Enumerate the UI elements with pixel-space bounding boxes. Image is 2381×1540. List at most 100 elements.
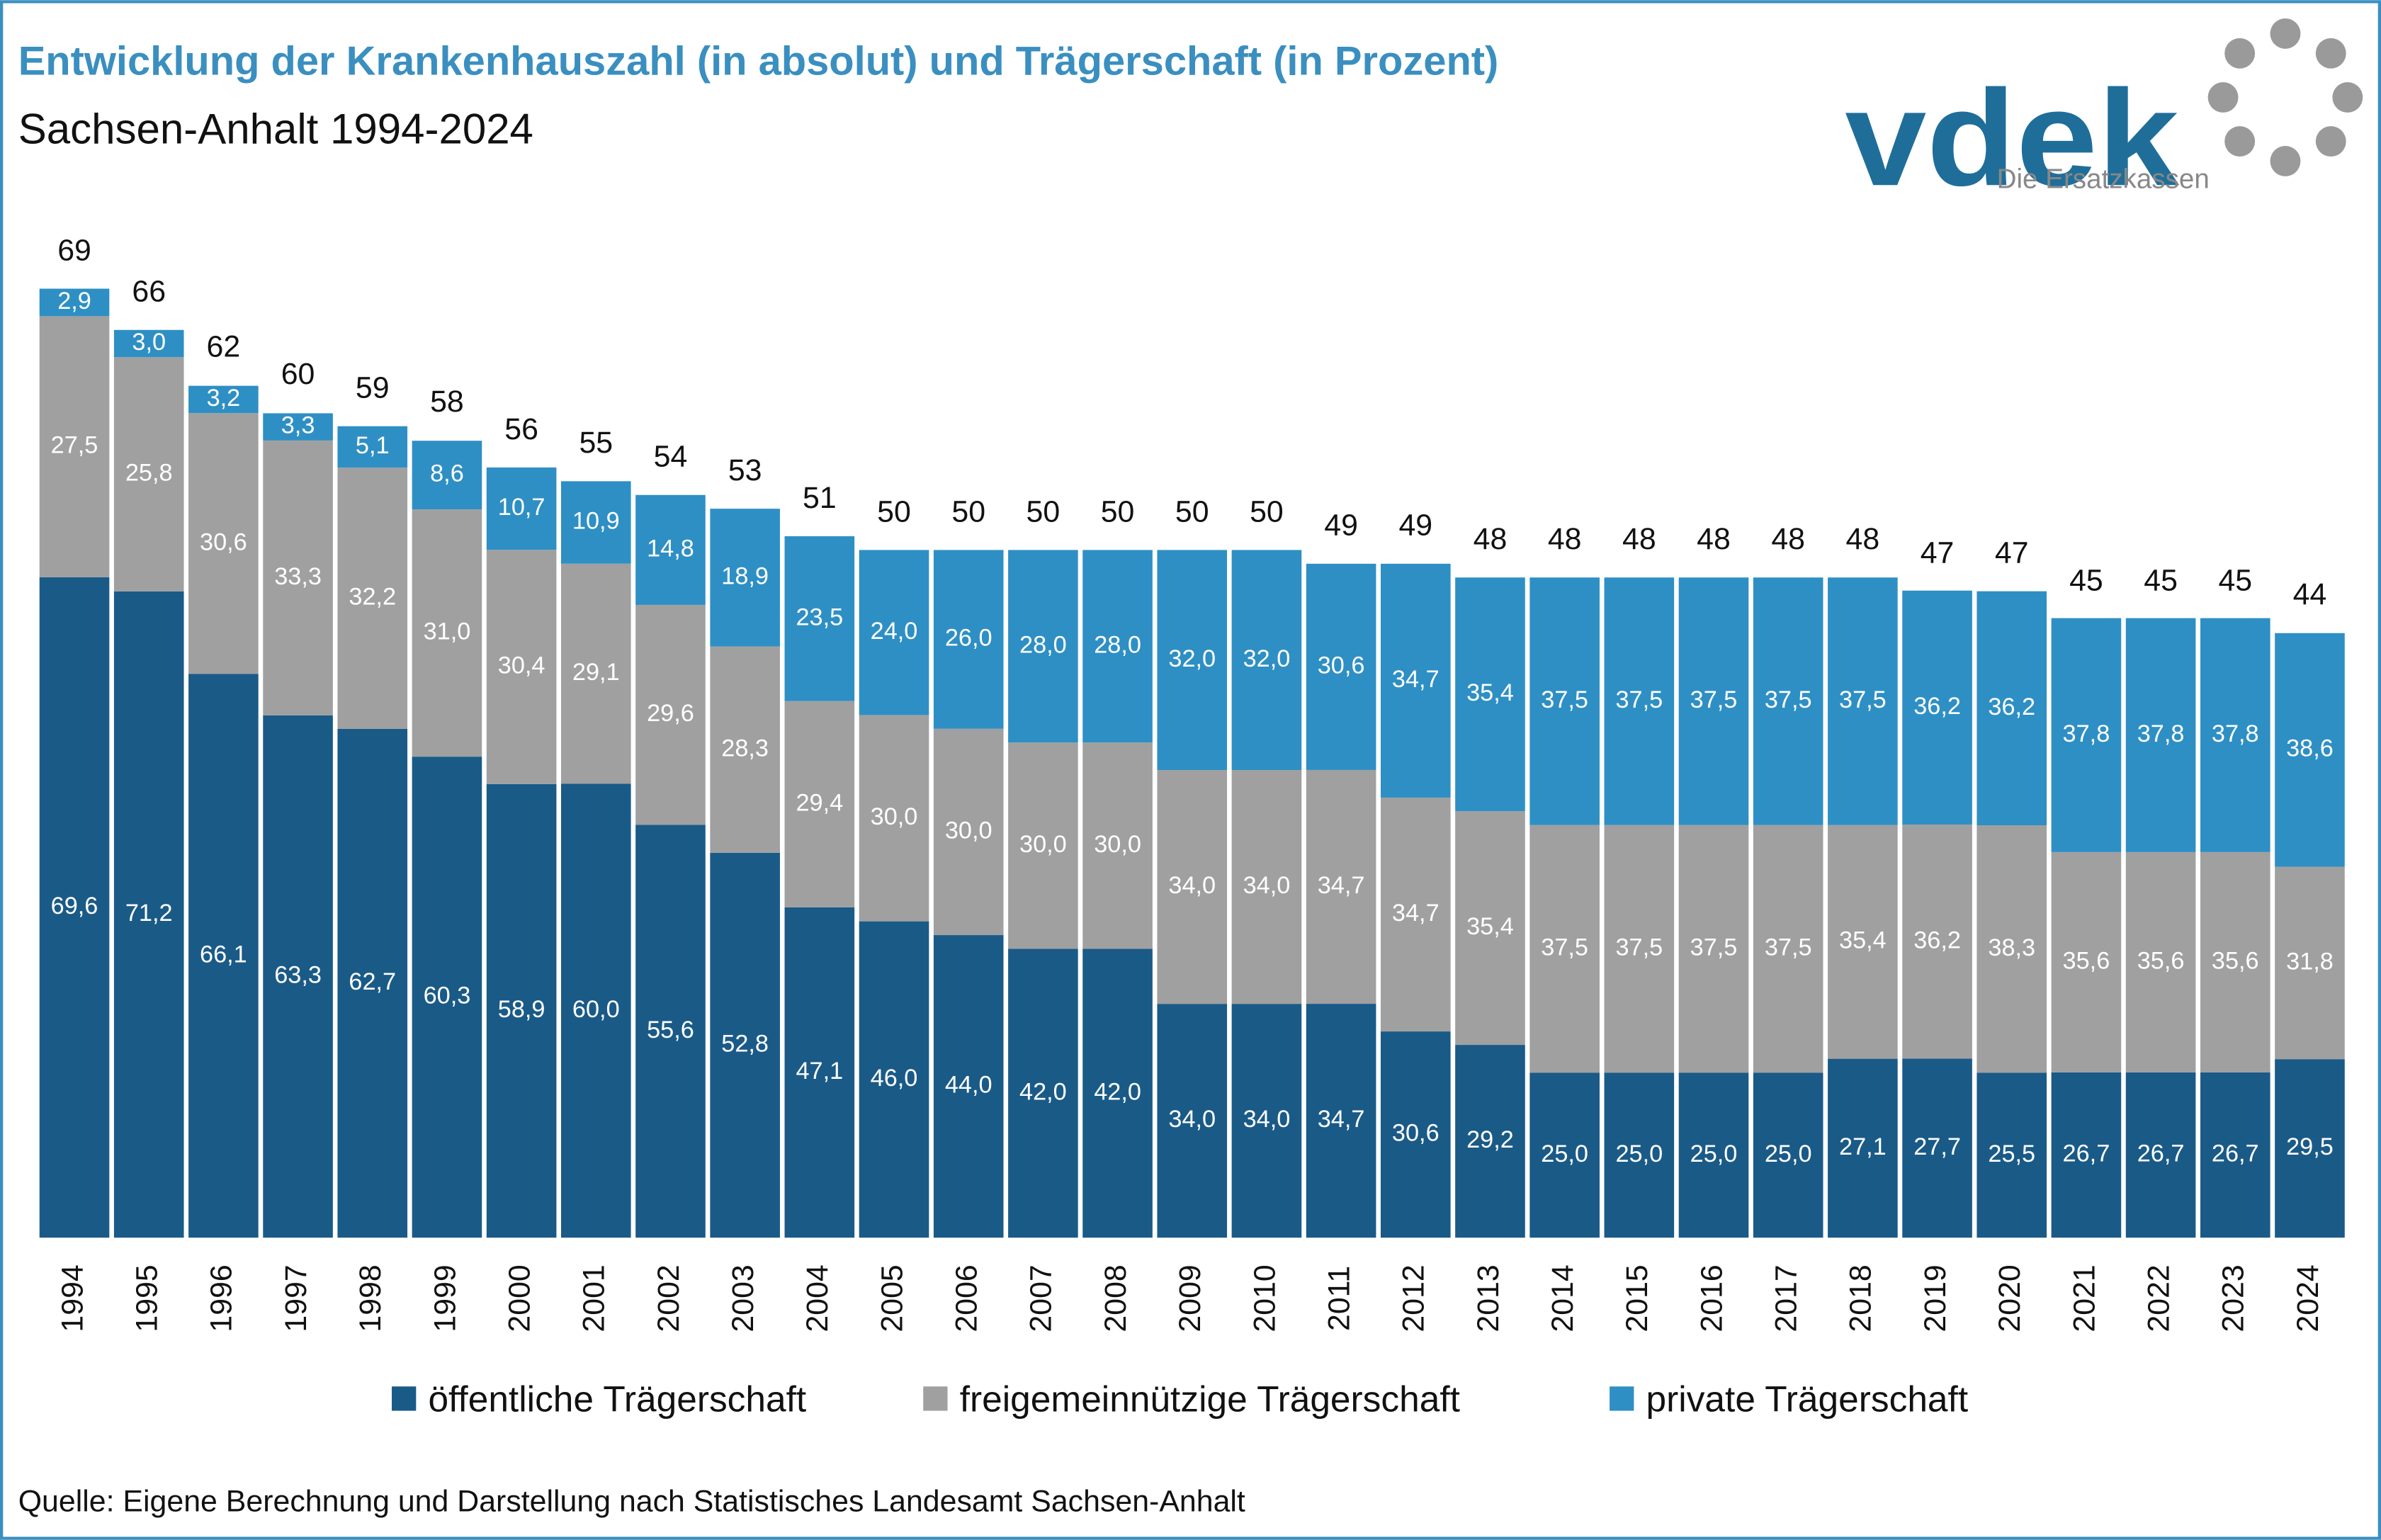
data-label: 2,9 [57, 288, 91, 315]
data-label: 37,5 [1690, 934, 1738, 961]
data-label: 30,6 [200, 528, 247, 555]
data-label: 37,5 [1615, 686, 1663, 713]
data-label: 14,8 [647, 535, 694, 562]
total-label: 48 [1622, 522, 1656, 556]
bar-segment [710, 509, 780, 647]
total-label: 44 [2293, 577, 2327, 611]
data-label: 37,5 [1839, 686, 1887, 713]
data-label: 25,0 [1765, 1140, 1812, 1167]
bar-segment [784, 701, 855, 907]
data-label: 31,8 [2286, 948, 2334, 975]
total-label: 51 [803, 481, 837, 515]
data-label: 38,3 [1988, 934, 2035, 961]
data-label: 30,0 [1094, 831, 1141, 858]
data-label: 29,1 [572, 659, 620, 686]
bar-segment [2275, 633, 2345, 867]
bar-segment [486, 467, 557, 550]
data-label: 36,2 [1913, 927, 1961, 953]
bar-segment [2051, 1072, 2122, 1238]
data-label: 30,0 [1019, 831, 1067, 858]
data-label: 30,6 [1392, 1120, 1440, 1147]
legend-label: private Trägerschaft [1646, 1378, 1969, 1419]
total-label: 50 [1250, 494, 1284, 528]
data-label: 34,0 [1243, 1106, 1291, 1133]
bar-segment [1082, 742, 1153, 949]
data-label: 26,7 [2063, 1140, 2110, 1167]
data-label: 42,0 [1094, 1078, 1141, 1105]
total-label: 58 [430, 385, 464, 419]
bar-segment [1604, 577, 1675, 825]
total-label: 59 [356, 371, 390, 405]
data-label: 3,2 [207, 385, 241, 412]
total-label: 48 [1697, 522, 1731, 556]
total-label: 53 [728, 453, 762, 487]
bar-segment [2125, 618, 2196, 852]
bar-segment [710, 852, 780, 1238]
data-label: 44,0 [945, 1072, 992, 1099]
bar-segment [337, 728, 408, 1238]
total-label: 50 [877, 494, 911, 528]
bar-segment [1604, 825, 1675, 1073]
data-label: 25,0 [1541, 1140, 1588, 1167]
x-tick-label: 2010 [1248, 1264, 1282, 1332]
chart-title: Entwicklung der Krankenhauszahl (in abso… [18, 39, 1499, 84]
x-tick-label: 1997 [279, 1264, 313, 1332]
data-label: 60,3 [424, 983, 471, 1009]
bar-segment [560, 481, 631, 564]
bar-segment [1902, 1058, 1972, 1238]
data-label: 37,5 [1541, 934, 1588, 961]
bar-segment [1231, 770, 1302, 1004]
bar-segment [1157, 770, 1228, 1004]
x-tick-label: 2016 [1695, 1264, 1729, 1332]
bar-segment [1380, 1031, 1451, 1238]
total-label: 48 [1771, 522, 1805, 556]
data-label: 29,4 [796, 789, 843, 816]
x-tick-label: 2008 [1099, 1264, 1133, 1332]
data-label: 52,8 [721, 1031, 769, 1058]
data-label: 34,0 [1243, 872, 1291, 899]
bar-segment [1902, 825, 1972, 1059]
data-label: 25,0 [1690, 1140, 1738, 1167]
bar-segment [1455, 1045, 1525, 1238]
data-label: 25,0 [1615, 1140, 1663, 1167]
x-tick-label: 2007 [1024, 1264, 1058, 1332]
data-label: 35,6 [2063, 947, 2110, 974]
bar-segment [486, 783, 557, 1238]
legend-label: öffentliche Trägerschaft [428, 1378, 806, 1419]
data-label: 29,5 [2286, 1133, 2334, 1160]
x-tick-label: 2012 [1397, 1264, 1431, 1332]
bar-segment [784, 536, 855, 701]
bar-segment [1008, 550, 1078, 743]
data-label: 26,7 [2137, 1140, 2185, 1167]
bar-segment [1082, 949, 1153, 1238]
legend-swatch [1610, 1386, 1634, 1411]
data-label: 37,5 [1690, 686, 1738, 713]
legend-swatch [923, 1386, 948, 1411]
bar-segment [486, 550, 557, 784]
data-label: 28,0 [1094, 631, 1141, 658]
data-label: 35,4 [1466, 679, 1514, 706]
bar-segment [1828, 1058, 1898, 1238]
bar-segment [1380, 797, 1451, 1032]
x-tick-label: 2001 [577, 1264, 611, 1332]
data-label: 28,0 [1019, 631, 1067, 658]
data-label: 33,3 [274, 563, 322, 590]
data-label: 46,0 [871, 1065, 918, 1092]
data-label: 25,5 [1988, 1140, 2035, 1167]
data-label: 55,6 [647, 1017, 694, 1043]
data-label: 27,1 [1839, 1133, 1887, 1160]
total-label: 56 [504, 412, 538, 446]
x-tick-label: 2013 [1471, 1264, 1505, 1332]
x-tick-label: 2006 [950, 1264, 984, 1332]
logo-text: vdek [1845, 61, 2179, 214]
bar-segment [1828, 825, 1898, 1059]
data-label: 38,6 [2286, 735, 2334, 762]
bar-segment [710, 646, 780, 853]
bar-segment [1157, 550, 1228, 771]
data-label: 71,2 [125, 900, 173, 927]
data-label: 3,3 [281, 412, 315, 439]
bar-segment [337, 468, 408, 729]
bar-segment [188, 385, 259, 414]
bar-segment [1455, 811, 1525, 1046]
